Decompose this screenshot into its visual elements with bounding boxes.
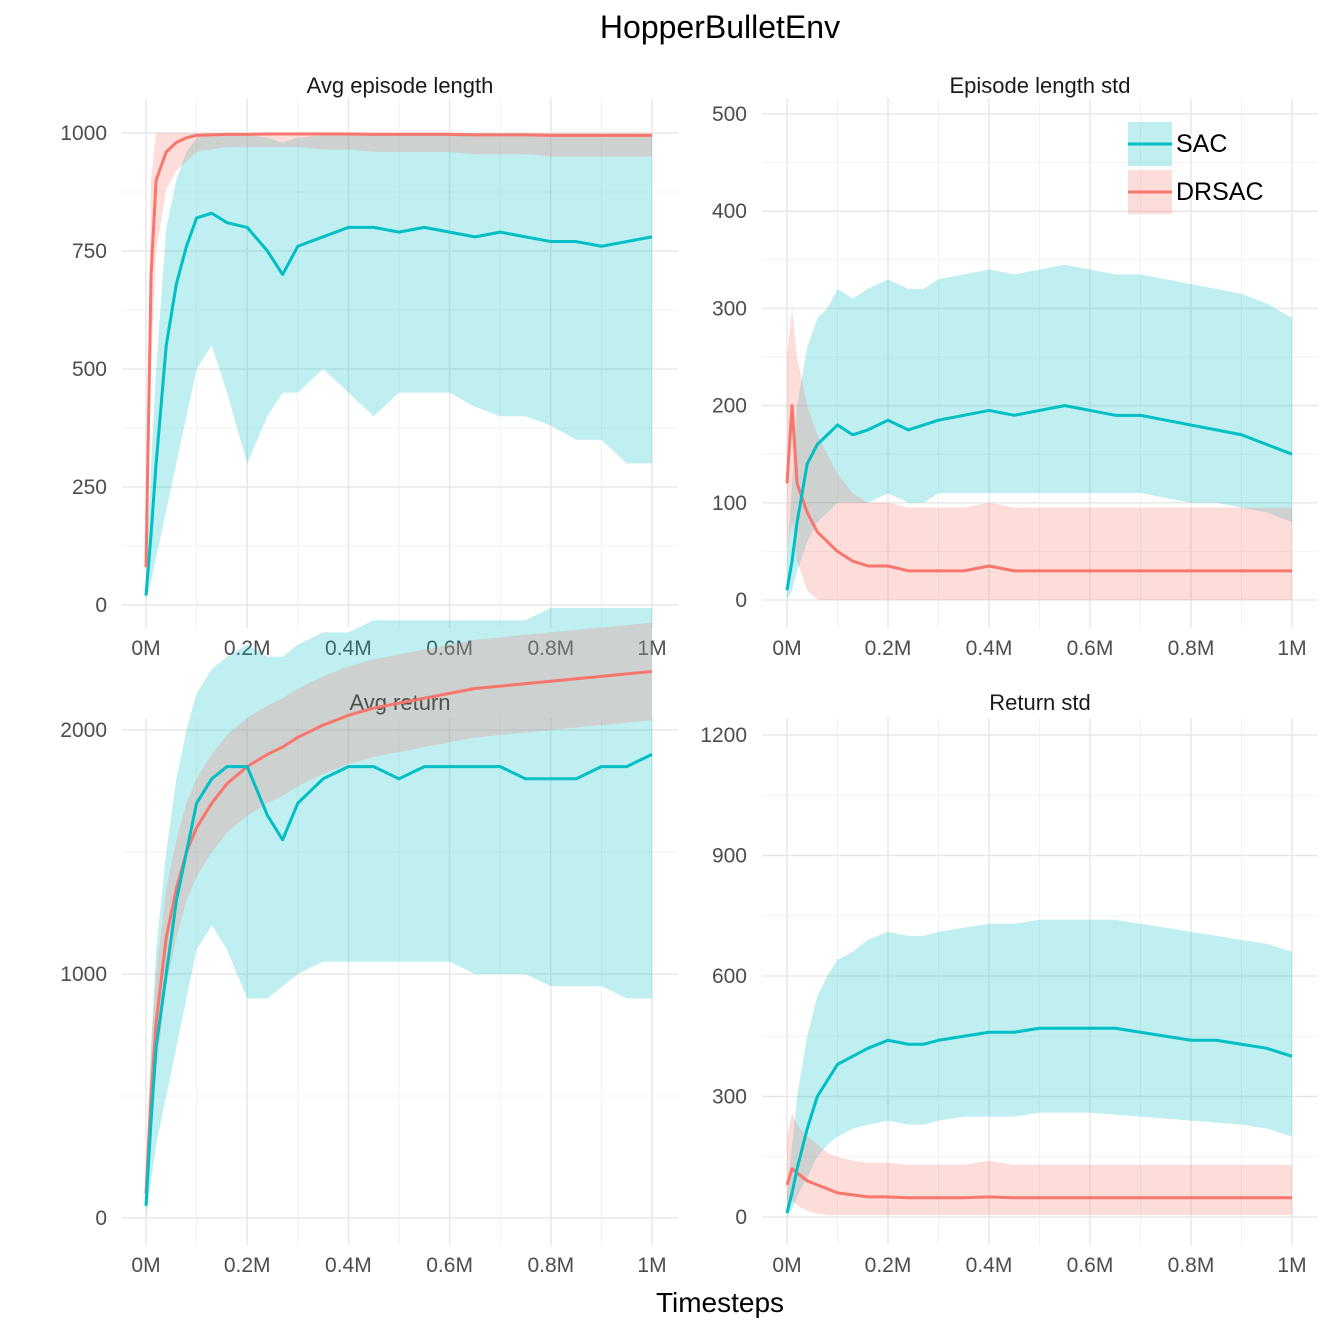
x-tick-label: 0.8M <box>527 1254 574 1277</box>
line-sac <box>144 211 653 596</box>
y-tick-label: 1000 <box>60 122 107 145</box>
line-drsac <box>785 1167 1292 1200</box>
panel-4: 0M 0.2M 0.4M 0.6M 0.8M 1M 0 300 600 900 1200 Return… <box>700 690 1318 1277</box>
y-tick-label: 300 <box>712 1086 747 1109</box>
y-tick-label: 0 <box>95 594 107 617</box>
x-tick-label: 0M <box>772 637 801 660</box>
x-tick-label: 1M <box>637 637 666 660</box>
y-tick-label: 100 <box>712 492 747 515</box>
x-tick-label: 0.8M <box>527 637 574 660</box>
y-tick-label: 0 <box>95 1207 107 1230</box>
x-tick-label: 0.6M <box>1067 1254 1114 1277</box>
y-tick-label: 0 <box>735 589 747 612</box>
line-drsac <box>785 404 1292 573</box>
y-tick-label: 500 <box>72 358 107 381</box>
figure-title: HopperBulletEnv <box>600 9 840 45</box>
x-tick-label: 0.8M <box>1168 637 1215 660</box>
x-tick-label: 0.8M <box>1168 1254 1215 1277</box>
x-tick-label: 0.4M <box>966 1254 1013 1277</box>
y-tick-label: 200 <box>712 395 747 418</box>
legend-label-drsac: DRSAC <box>1176 178 1264 206</box>
ribbon-drsac <box>787 1112 1292 1215</box>
ribbon-sac <box>787 919 1292 1217</box>
ribbon-drsac <box>787 308 1292 600</box>
y-tick-label: 600 <box>712 965 747 988</box>
line-sac <box>144 753 653 1206</box>
x-tick-label: 0.2M <box>224 1254 271 1277</box>
x-tick-label: 0.2M <box>865 1254 912 1277</box>
x-tick-label: 1M <box>1277 1254 1306 1277</box>
ribbon-sac <box>146 135 652 601</box>
x-tick-label: 1M <box>1277 637 1306 660</box>
y-tick-label: 1200 <box>700 724 747 747</box>
panel-title: Return std <box>989 690 1091 715</box>
x-tick-label: 1M <box>637 1254 666 1277</box>
x-tick-label: 0M <box>772 1254 801 1277</box>
x-tick-label: 0M <box>131 637 160 660</box>
y-tick-label: 400 <box>712 200 747 223</box>
y-tick-label: 750 <box>72 240 107 263</box>
ribbon-sac <box>146 608 652 1218</box>
x-tick-label: 0.6M <box>1067 637 1114 660</box>
y-tick-label: 250 <box>72 476 107 499</box>
x-tick-label: 0.2M <box>865 637 912 660</box>
ribbon-sac <box>787 264 1292 600</box>
x-tick-label: 0.4M <box>966 637 1013 660</box>
x-tick-label: 0.4M <box>325 1254 372 1277</box>
panel-title: Avg episode length <box>307 73 494 98</box>
legend-label-sac: SAC <box>1176 130 1227 158</box>
legend: SAC DRSAC <box>1128 122 1264 214</box>
y-tick-label: 300 <box>712 297 747 320</box>
ribbon-drsac <box>146 622 652 1206</box>
x-tick-label: 0.6M <box>426 1254 473 1277</box>
y-tick-label: 1000 <box>60 963 107 986</box>
panel-2: 0M 0.2M 0.4M 0.6M 0.8M 1M 0 100 200 300 400 500 Epis… <box>712 73 1318 660</box>
x-axis-title: Timesteps <box>656 1287 784 1318</box>
y-tick-label: 500 <box>712 103 747 126</box>
line-sac <box>785 1026 1293 1214</box>
line-drsac <box>144 132 652 568</box>
x-tick-label: 0M <box>131 1254 160 1277</box>
y-tick-label: 900 <box>712 845 747 868</box>
y-tick-label: 0 <box>735 1206 747 1229</box>
line-sac <box>785 404 1293 591</box>
x-tick-label: 0.4M <box>325 637 372 660</box>
line-drsac <box>144 669 653 1194</box>
x-tick-label: 0.6M <box>426 637 473 660</box>
x-tick-label: 0.2M <box>224 637 271 660</box>
panel-title: Episode length std <box>949 73 1130 98</box>
panel-1: 0M 0.2M 0.4M 0.6M 0.8M 1M 0 250 500 750 1000 Avg ep… <box>60 73 678 660</box>
y-tick-label: 2000 <box>60 719 107 742</box>
